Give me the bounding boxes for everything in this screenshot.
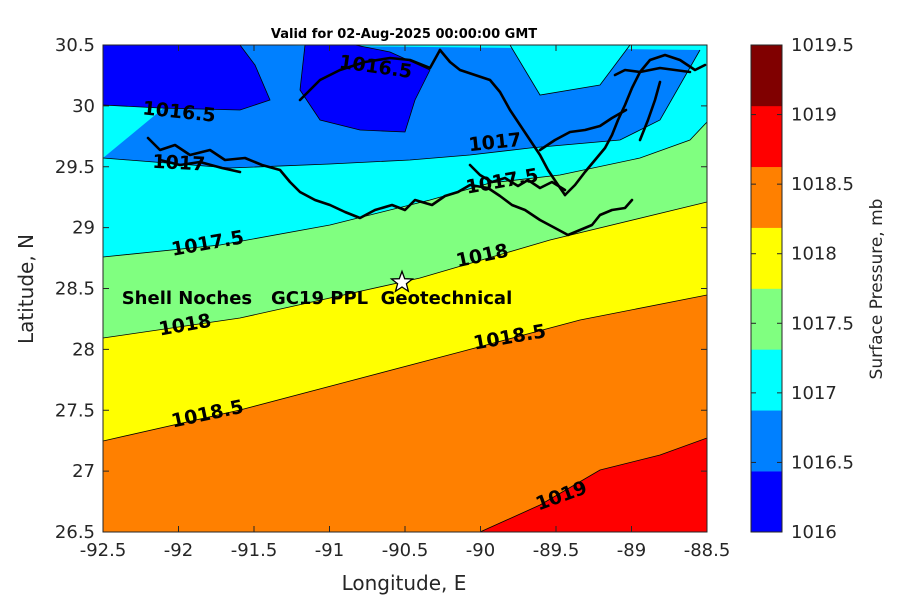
colorbar-tick-label: 1016 — [791, 522, 837, 543]
fill-band-4 — [103, 295, 707, 532]
coastline-segment-1 — [438, 48, 567, 197]
y-tick-label: 28 — [72, 339, 95, 360]
fill-band-5 — [480, 438, 707, 532]
x-tick-label: -89.5 — [533, 540, 580, 561]
y-tick-label: 28.5 — [55, 279, 95, 300]
colorbar-swatch — [751, 166, 782, 228]
colorbar-label: Surface Pressure, mb — [867, 199, 887, 380]
colorbar-frame — [750, 44, 783, 533]
colorbar-tick-label: 1017.5 — [791, 313, 854, 334]
x-tick-label: -89 — [617, 540, 646, 561]
coastline-segment-8 — [158, 158, 242, 174]
y-tick-label: 27.5 — [55, 400, 95, 421]
coastline-segment-6 — [638, 80, 662, 142]
contour-label: 1017 — [468, 129, 523, 156]
fill-band-3 — [103, 202, 707, 441]
isobar-1 — [103, 294, 707, 442]
colorbar-swatch — [751, 349, 782, 411]
colorbar-swatch — [751, 471, 782, 533]
y-tick-label: 29.5 — [55, 157, 95, 178]
x-axis-ticks: -92.5 -92 -91.5 -91 -90.5 -90 -89.5 -89 -88.5 — [80, 45, 731, 561]
colorbar-tick-label: 1018.5 — [791, 174, 854, 195]
x-tick-label: -90 — [466, 540, 495, 561]
x-axis-label: Longitude, E — [342, 571, 467, 595]
site-marker-layer — [389, 269, 415, 293]
colorbar-tick-label: 1019.5 — [791, 35, 854, 56]
y-tick-label: 30.5 — [55, 35, 95, 56]
colorbar-swatch — [751, 288, 782, 350]
isobar-closed — [299, 45, 431, 133]
coastline-segment-2 — [563, 53, 707, 197]
x-tick-label: -92.5 — [80, 540, 127, 561]
y-tick-label: 27 — [72, 461, 95, 482]
y-axis-ticks: 26.5 27 27.5 28 28.5 29 29.5 30 30.5 — [55, 35, 707, 543]
colorbar-tick-label: 1019 — [791, 105, 837, 126]
colorbar-tick-label: 1016.5 — [791, 452, 854, 473]
fill-band-8 — [510, 45, 630, 95]
coastline-segment-4 — [298, 48, 442, 102]
y-tick-label: 26.5 — [55, 522, 95, 543]
coastline-segment-5 — [468, 163, 567, 192]
fill-band-6 — [103, 45, 270, 110]
contour-label: 1017 — [152, 151, 206, 176]
x-tick-label: -91 — [315, 540, 344, 561]
isobar-2 — [103, 201, 707, 339]
colorbar-swatch — [751, 45, 782, 107]
colorbar: 1016 1016.5 1017 1017.5 1018 1018.5 1019 1019.5 — [750, 35, 854, 543]
x-tick-label: -91.5 — [231, 540, 278, 561]
colorbar-swatch — [751, 410, 782, 472]
y-tick-label: 29 — [72, 218, 95, 239]
isobar-0 — [479, 437, 707, 532]
site-star-marker — [389, 269, 415, 293]
x-tick-label: -90.5 — [382, 540, 429, 561]
y-axis-label: Latitude, N — [14, 234, 38, 344]
isobar-5 — [103, 45, 271, 111]
fill-band-7 — [300, 45, 430, 132]
isobar-6 — [509, 45, 631, 96]
coastline-segment-3 — [538, 108, 628, 152]
colorbar-tick-label: 1017 — [791, 383, 837, 404]
colorbar-swatch — [751, 227, 782, 289]
pressure-fill-bands — [103, 45, 707, 532]
coastline-segment-7 — [613, 66, 692, 77]
chart-title: Valid for 02-Aug-2025 00:00:00 GMT — [271, 27, 537, 42]
site-annotation: Shell Noches GC19 PPL Geotechnical — [122, 288, 513, 309]
x-tick-label: -92 — [164, 540, 193, 561]
colorbar-swatch — [751, 105, 782, 168]
coastline — [146, 48, 707, 237]
isobar-3 — [103, 121, 707, 258]
fill-band-2 — [103, 122, 707, 338]
x-tick-label: -88.5 — [684, 540, 731, 561]
colorbar-tick-label: 1018 — [791, 244, 837, 265]
y-tick-label: 30 — [72, 96, 95, 117]
coastline-segment-0 — [146, 136, 634, 237]
